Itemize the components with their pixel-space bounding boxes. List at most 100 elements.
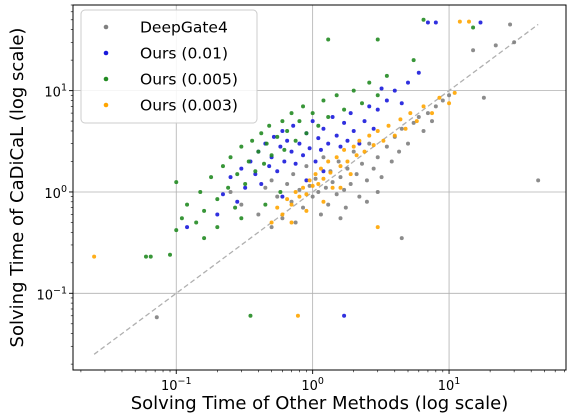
point-s2-21 [253, 169, 258, 174]
point-s2-23 [259, 131, 264, 136]
point-s0-21 [323, 185, 328, 190]
point-s2-58 [202, 236, 207, 241]
point-s2-24 [262, 161, 267, 166]
plot-frame [72, 4, 567, 371]
point-s3-10 [304, 192, 309, 197]
point-s1-50 [342, 313, 347, 318]
point-s1-36 [342, 120, 347, 125]
point-s2-40 [326, 114, 331, 119]
point-s0-45 [399, 126, 404, 131]
point-s2-0 [143, 254, 148, 259]
point-s1-10 [259, 181, 264, 186]
point-s1-48 [405, 80, 410, 85]
reference-line [93, 23, 539, 355]
point-s1-34 [334, 133, 339, 138]
point-s0-50 [425, 111, 430, 116]
point-s1-52 [433, 20, 438, 25]
point-s0-13 [301, 205, 306, 210]
point-s1-57 [280, 194, 285, 199]
point-s0-38 [371, 166, 376, 171]
point-s1-51 [425, 20, 430, 25]
point-s3-41 [437, 95, 442, 100]
point-s1-22 [293, 161, 298, 166]
point-s2-54 [278, 189, 283, 194]
point-s0-10 [291, 172, 296, 177]
point-s2-9 [202, 208, 207, 213]
point-s0-31 [348, 181, 353, 186]
point-s2-17 [239, 144, 244, 149]
point-s0-2 [239, 202, 244, 207]
point-s1-49 [416, 70, 421, 75]
point-s3-13 [313, 172, 318, 177]
point-s0-0 [154, 315, 159, 320]
point-s2-52 [471, 25, 476, 30]
y-axis-label: Solving Time of CaDiCaL (log scale) [7, 28, 28, 348]
point-s1-2 [220, 192, 225, 197]
point-s3-33 [386, 123, 391, 128]
point-s2-29 [280, 119, 285, 124]
point-s0-58 [493, 43, 498, 48]
x-tick-label-0: 10−1 [161, 376, 192, 394]
point-s1-17 [280, 128, 285, 133]
point-s0-26 [336, 159, 341, 164]
point-s2-14 [228, 155, 233, 160]
point-s0-47 [411, 120, 416, 125]
point-s2-3 [174, 228, 179, 233]
point-s1-28 [313, 159, 318, 164]
point-s0-29 [343, 205, 348, 210]
legend-marker-1 [103, 50, 109, 56]
point-s3-45 [466, 19, 471, 24]
point-s0-1 [228, 189, 233, 194]
y-tick-label-0: 10−1 [36, 285, 67, 303]
point-s3-22 [342, 147, 347, 152]
point-s2-55 [263, 202, 268, 207]
point-s3-9 [301, 185, 306, 190]
point-s3-0 [92, 254, 97, 259]
point-s1-26 [307, 146, 312, 151]
legend-marker-2 [103, 76, 109, 82]
point-s3-34 [392, 133, 397, 138]
legend-label-0: DeepGate4 [140, 19, 228, 37]
point-s1-30 [318, 147, 323, 152]
point-s1-40 [357, 141, 362, 146]
legend-box [80, 9, 258, 124]
point-s1-19 [285, 138, 290, 143]
x-tick-label-1: 100 [301, 376, 324, 394]
point-s2-53 [411, 58, 416, 63]
point-s0-24 [330, 180, 335, 185]
point-s0-60 [512, 40, 517, 45]
point-s1-15 [275, 169, 280, 174]
point-s0-37 [367, 141, 372, 146]
point-s2-12 [220, 164, 225, 169]
point-s0-16 [310, 194, 315, 199]
point-s3-39 [421, 104, 426, 109]
point-s3-17 [326, 159, 331, 164]
point-s3-35 [398, 117, 403, 122]
point-s1-18 [282, 159, 287, 164]
point-s2-36 [304, 131, 309, 136]
point-s3-47 [321, 199, 326, 204]
x-tick-label-2: 101 [438, 376, 461, 394]
point-s2-8 [198, 189, 203, 194]
point-s2-27 [269, 153, 274, 158]
point-s2-26 [267, 123, 272, 128]
point-s1-1 [215, 212, 220, 217]
point-s1-44 [375, 107, 380, 112]
point-s2-2 [168, 252, 173, 257]
point-s0-18 [316, 189, 321, 194]
point-s1-3 [228, 175, 233, 180]
point-s2-11 [215, 197, 220, 202]
point-s3-12 [310, 183, 315, 188]
point-s0-14 [304, 164, 309, 169]
point-s1-55 [321, 169, 326, 174]
point-s1-31 [321, 126, 326, 131]
point-s0-30 [345, 166, 350, 171]
point-s1-16 [278, 144, 283, 149]
point-s3-46 [375, 225, 380, 230]
point-s2-38 [316, 123, 321, 128]
point-s2-5 [174, 180, 179, 185]
legend-marker-3 [103, 102, 109, 108]
point-s1-32 [326, 141, 331, 146]
point-s0-12 [297, 187, 302, 192]
